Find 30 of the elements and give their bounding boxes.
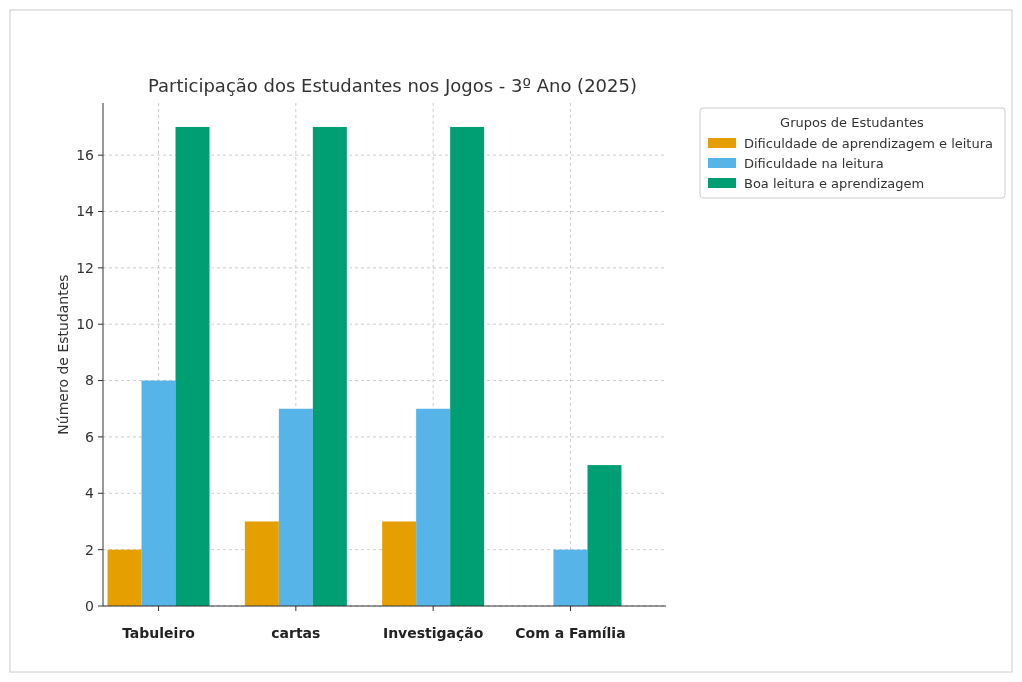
y-tick-label: 2 (85, 541, 94, 558)
bar (416, 408, 451, 606)
y-tick-label: 4 (85, 485, 95, 502)
y-tick-label: 0 (85, 597, 94, 614)
bar (553, 549, 588, 606)
y-tick-label: 12 (76, 259, 94, 276)
bar (141, 380, 176, 606)
bar (278, 408, 313, 606)
legend-title: Grupos de Estudantes (780, 115, 925, 130)
x-tick-label: Investigação (382, 625, 484, 641)
x-tick-label: cartas (271, 625, 321, 641)
chart-title: Participação dos Estudantes nos Jogos - 3º Ano (2025) (148, 75, 637, 96)
x-tick-label: Com a Família (515, 625, 626, 641)
bar (244, 521, 279, 606)
y-tick-label: 16 (76, 147, 95, 164)
bar (175, 126, 210, 606)
y-tick-label: 6 (85, 428, 95, 445)
bar (107, 549, 142, 606)
legend-label: Boa leitura e aprendizagem (744, 175, 925, 191)
y-tick-label: 8 (85, 372, 94, 389)
x-tick-label: Tabuleiro (122, 625, 196, 641)
y-tick-label: 10 (76, 316, 94, 333)
bar (587, 465, 622, 606)
y-axis-title: Número de Estudantes (55, 274, 71, 435)
legend-label: Dificuldade na leitura (744, 155, 884, 171)
bar (382, 521, 417, 606)
bar (450, 126, 485, 606)
bar (312, 126, 347, 606)
y-tick-label: 14 (76, 203, 95, 220)
legend-label: Dificuldade de aprendizagem e leitura (744, 135, 994, 151)
